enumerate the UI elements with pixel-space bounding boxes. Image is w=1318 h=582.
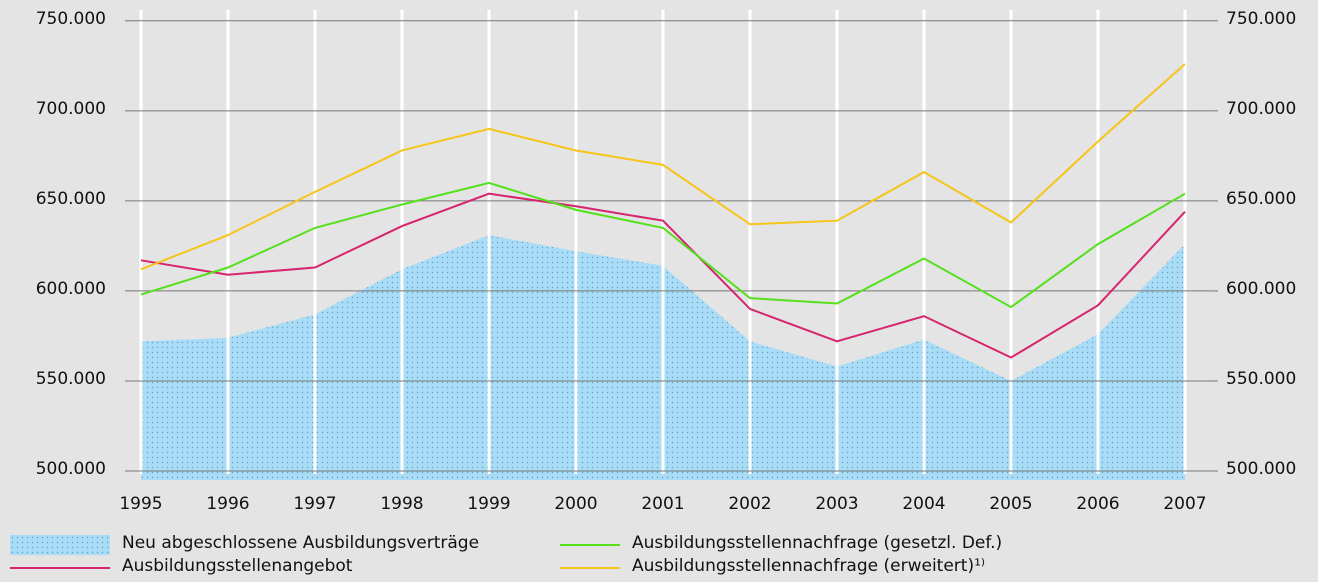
y-tick-label: 550.000: [36, 369, 106, 389]
x-tick-label: 2003: [815, 494, 858, 514]
legend-label: Ausbildungsstellennachfrage (erweitert)¹…: [632, 556, 985, 576]
y2-tick-label: 500.000: [1226, 459, 1296, 479]
x-tick-label: 2007: [1163, 494, 1206, 514]
legend-label: Neu abgeschlossene Ausbildungsverträge: [122, 533, 479, 553]
y2-tick-label: 750.000: [1226, 9, 1296, 29]
x-tick-label: 1999: [467, 494, 510, 514]
y2-tick-label: 550.000: [1226, 369, 1296, 389]
line: [140, 63, 1186, 271]
legend-label: Ausbildungsstellennachfrage (gesetzl. De…: [632, 533, 1002, 553]
legend-label: Ausbildungsstellenangebot: [122, 556, 353, 576]
x-tick-label: 1997: [293, 494, 336, 514]
x-tick-label: 2002: [728, 494, 771, 514]
plot: 1995 1996 1997 1998 1999 2000 2001 2002 2003 2004…: [10, 9, 1296, 576]
y-tick-label: 500.000: [36, 459, 106, 479]
y-tick-label: 600.000: [36, 279, 106, 299]
x-tick-label: 2006: [1076, 494, 1119, 514]
x-tick-label: 2000: [554, 494, 597, 514]
y2-tick-label: 700.000: [1226, 99, 1296, 119]
line: [140, 192, 1186, 359]
y-tick-label: 750.000: [36, 9, 106, 29]
line: [140, 181, 1186, 309]
x-tick-label: 2001: [641, 494, 684, 514]
y-tick-label: 650.000: [36, 189, 106, 209]
x-tick-label: 1995: [119, 494, 162, 514]
x-tick-label: 1996: [206, 494, 249, 514]
x-tick-label: 2004: [902, 494, 945, 514]
y-tick-label: 700.000: [36, 99, 106, 119]
legend-swatch: [10, 535, 110, 555]
x-tick-label: 1998: [380, 494, 423, 514]
x-tick-label: 2005: [989, 494, 1032, 514]
y2-tick-label: 600.000: [1226, 279, 1296, 299]
y2-tick-label: 650.000: [1226, 189, 1296, 209]
